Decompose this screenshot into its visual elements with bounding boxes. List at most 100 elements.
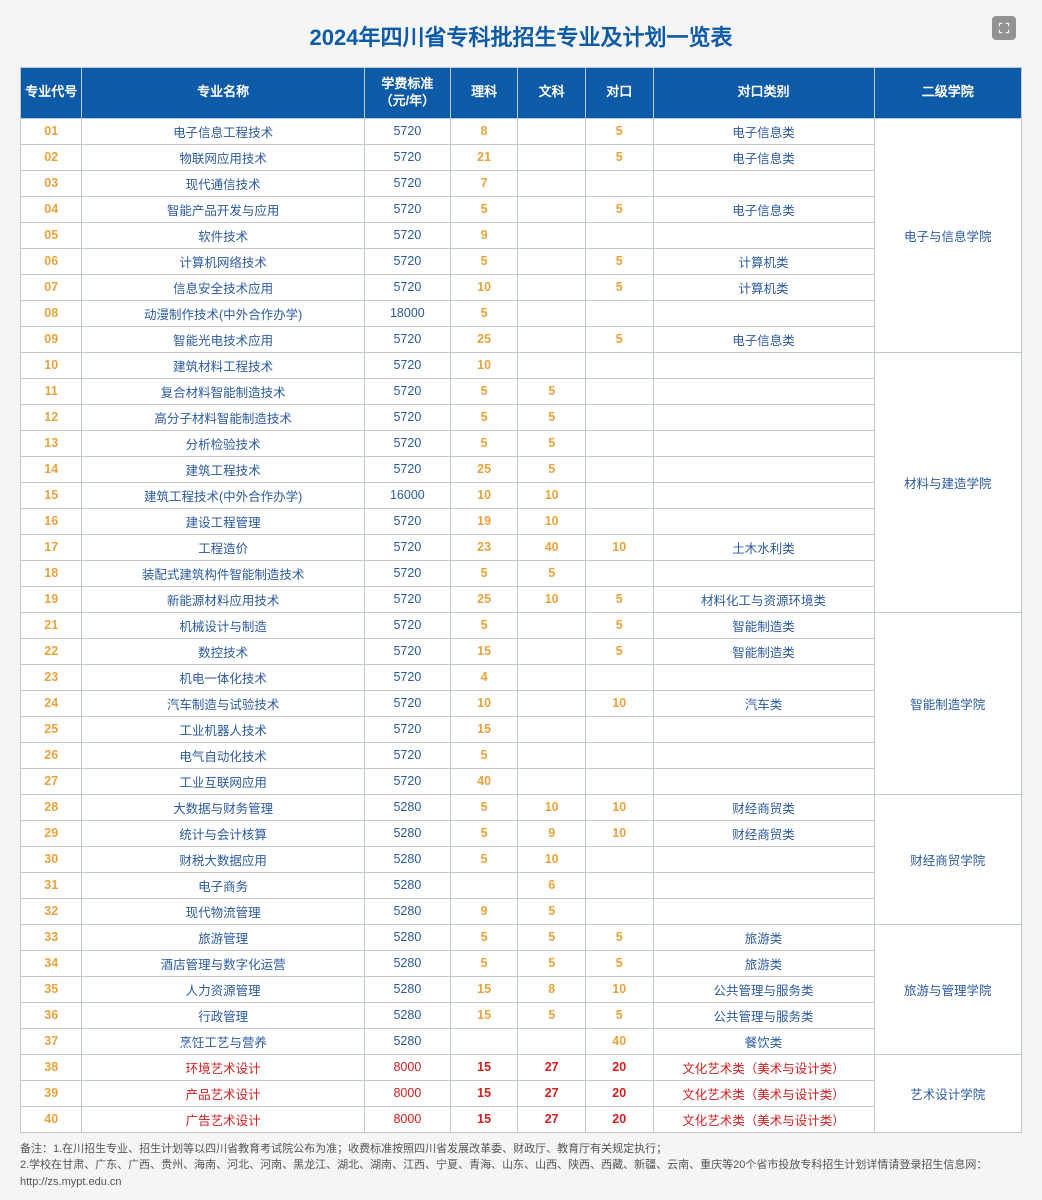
cell-sci: 15 [450, 1054, 518, 1080]
cell-cat [653, 300, 874, 326]
cell-cat: 文化艺术类（美术与设计类） [653, 1080, 874, 1106]
cell-code: 11 [21, 378, 82, 404]
cell-dk: 5 [585, 248, 653, 274]
cell-code: 07 [21, 274, 82, 300]
cell-lib: 10 [518, 482, 586, 508]
cell-lib [518, 118, 586, 144]
cell-fee: 5720 [364, 664, 450, 690]
cell-cat [653, 222, 874, 248]
cell-code: 25 [21, 716, 82, 742]
cell-fee: 5280 [364, 846, 450, 872]
footnote: 备注：1.在川招生专业、招生计划等以四川省教育考试院公布为准；收费标准按照四川省… [20, 1133, 1022, 1191]
cell-lib [518, 768, 586, 794]
table-row: 24汽车制造与试验技术57201010汽车类 [21, 690, 1022, 716]
cell-cat: 计算机类 [653, 248, 874, 274]
expand-icon[interactable] [992, 16, 1016, 40]
cell-cat: 电子信息类 [653, 196, 874, 222]
cell-name: 产品艺术设计 [82, 1080, 364, 1106]
cell-fee: 5720 [364, 326, 450, 352]
cell-dk: 10 [585, 820, 653, 846]
cell-lib: 5 [518, 378, 586, 404]
cell-cat: 电子信息类 [653, 326, 874, 352]
cell-fee: 5720 [364, 742, 450, 768]
table-row: 35人力资源管理528015810公共管理与服务类 [21, 976, 1022, 1002]
table-row: 25工业机器人技术572015 [21, 716, 1022, 742]
cell-name: 电子商务 [82, 872, 364, 898]
cell-dk: 5 [585, 118, 653, 144]
cell-name: 新能源材料应用技术 [82, 586, 364, 612]
cell-code: 21 [21, 612, 82, 638]
cell-name: 物联网应用技术 [82, 144, 364, 170]
cell-cat: 公共管理与服务类 [653, 976, 874, 1002]
cell-code: 15 [21, 482, 82, 508]
cell-code: 27 [21, 768, 82, 794]
cell-cat: 电子信息类 [653, 118, 874, 144]
cell-code: 35 [21, 976, 82, 1002]
cell-dk: 5 [585, 196, 653, 222]
cell-dk: 10 [585, 976, 653, 1002]
cell-dk [585, 222, 653, 248]
cell-dk: 10 [585, 690, 653, 716]
cell-cat [653, 898, 874, 924]
cell-fee: 5720 [364, 222, 450, 248]
cell-name: 建筑工程技术(中外合作办学) [82, 482, 364, 508]
cell-dk: 20 [585, 1080, 653, 1106]
cell-lib: 5 [518, 430, 586, 456]
cell-name: 动漫制作技术(中外合作办学) [82, 300, 364, 326]
cell-fee: 5720 [364, 508, 450, 534]
cell-fee: 5720 [364, 534, 450, 560]
cell-name: 人力资源管理 [82, 976, 364, 1002]
cell-dk: 5 [585, 924, 653, 950]
cell-dk: 5 [585, 1002, 653, 1028]
cell-code: 18 [21, 560, 82, 586]
cell-lib [518, 690, 586, 716]
cell-name: 烹饪工艺与营养 [82, 1028, 364, 1054]
cell-dk: 5 [585, 638, 653, 664]
cell-sci: 7 [450, 170, 518, 196]
cell-cat [653, 482, 874, 508]
table-row: 03现代通信技术57207 [21, 170, 1022, 196]
table-row: 11复合材料智能制造技术572055 [21, 378, 1022, 404]
cell-college: 材料与建造学院 [874, 352, 1021, 612]
cell-sci: 9 [450, 898, 518, 924]
cell-name: 现代物流管理 [82, 898, 364, 924]
header-college: 二级学院 [874, 68, 1021, 119]
cell-name: 工业互联网应用 [82, 768, 364, 794]
cell-sci: 8 [450, 118, 518, 144]
cell-college: 艺术设计学院 [874, 1054, 1021, 1132]
table-row: 13分析检验技术572055 [21, 430, 1022, 456]
table-row: 10建筑材料工程技术572010材料与建造学院 [21, 352, 1022, 378]
cell-lib [518, 326, 586, 352]
cell-cat [653, 430, 874, 456]
cell-cat [653, 716, 874, 742]
cell-lib: 10 [518, 794, 586, 820]
cell-sci: 4 [450, 664, 518, 690]
cell-code: 28 [21, 794, 82, 820]
table-row: 16建设工程管理57201910 [21, 508, 1022, 534]
cell-cat [653, 170, 874, 196]
table-row: 15建筑工程技术(中外合作办学)160001010 [21, 482, 1022, 508]
cell-dk [585, 430, 653, 456]
cell-name: 统计与会计核算 [82, 820, 364, 846]
table-row: 06计算机网络技术572055计算机类 [21, 248, 1022, 274]
cell-sci: 15 [450, 638, 518, 664]
footnote-line-1: 备注：1.在川招生专业、招生计划等以四川省教育考试院公布为准；收费标准按照四川省… [20, 1141, 1022, 1158]
cell-lib [518, 170, 586, 196]
cell-lib: 5 [518, 898, 586, 924]
cell-sci: 5 [450, 846, 518, 872]
cell-lib [518, 612, 586, 638]
cell-fee: 8000 [364, 1054, 450, 1080]
cell-code: 26 [21, 742, 82, 768]
cell-cat [653, 456, 874, 482]
cell-code: 22 [21, 638, 82, 664]
table-row: 18装配式建筑构件智能制造技术572055 [21, 560, 1022, 586]
cell-fee: 5720 [364, 612, 450, 638]
cell-cat: 电子信息类 [653, 144, 874, 170]
cell-sci [450, 872, 518, 898]
cell-name: 智能产品开发与应用 [82, 196, 364, 222]
cell-name: 大数据与财务管理 [82, 794, 364, 820]
cell-college: 智能制造学院 [874, 612, 1021, 794]
cell-code: 06 [21, 248, 82, 274]
table-row: 04智能产品开发与应用572055电子信息类 [21, 196, 1022, 222]
cell-fee: 5720 [364, 716, 450, 742]
